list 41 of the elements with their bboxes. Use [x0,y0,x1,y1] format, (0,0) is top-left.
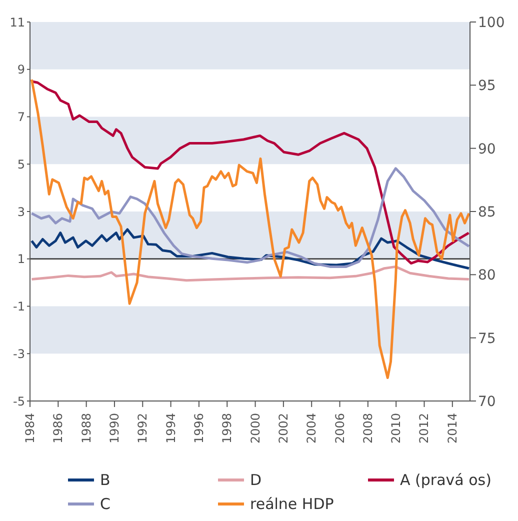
y2-tick-label: 85 [478,204,496,220]
legend-label: C [100,495,110,513]
x-tick-label: 2000 [248,413,262,444]
legend-label: A (pravá os) [400,471,492,489]
x-tick-label: 1998 [220,413,234,444]
x-tick-label: 2014 [445,413,460,444]
y-tick-label: -1 [13,300,25,314]
x-tick-label: 1988 [79,413,94,444]
x-tick-label: 2012 [417,413,432,444]
line-series [30,265,470,282]
x-tick-label: 1992 [136,413,150,444]
y2-tick-label: 95 [478,78,496,94]
x-tick-label: 2010 [389,413,404,444]
legend-label: D [250,471,262,489]
x-tick-label: 1986 [51,413,66,444]
y-tick-label: 11 [10,15,25,30]
x-tick-label: 1990 [107,413,122,444]
y2-tick-label: 70 [478,394,496,410]
y-tick-label: 5 [17,157,25,172]
x-tick-label: 2002 [276,413,290,444]
legend-label: reálne HDP [250,495,334,513]
y-tick-label: 9 [17,62,25,77]
y-tick-label: 3 [17,204,25,219]
y2-tick-label: 100 [478,14,505,31]
y-tick-label: 1 [17,252,25,266]
x-tick-label: 1994 [164,413,178,444]
y-tick-label: -3 [13,346,25,361]
y-tick-label: 7 [17,110,25,124]
y2-tick-label: 75 [478,330,496,347]
line-series [30,78,470,380]
x-tick-label: 1984 [23,413,37,444]
x-tick-label: 2006 [332,413,347,444]
legend-label: B [100,471,110,489]
x-tick-label: 1996 [192,413,206,444]
y2-tick-label: 90 [478,141,496,158]
y2-tick-label: 80 [478,268,496,284]
line-series [30,80,470,265]
y-tick-label: -5 [13,394,25,408]
x-tick-label: 2008 [360,413,375,444]
x-tick-label: 2004 [304,413,319,444]
line-series [30,167,470,268]
